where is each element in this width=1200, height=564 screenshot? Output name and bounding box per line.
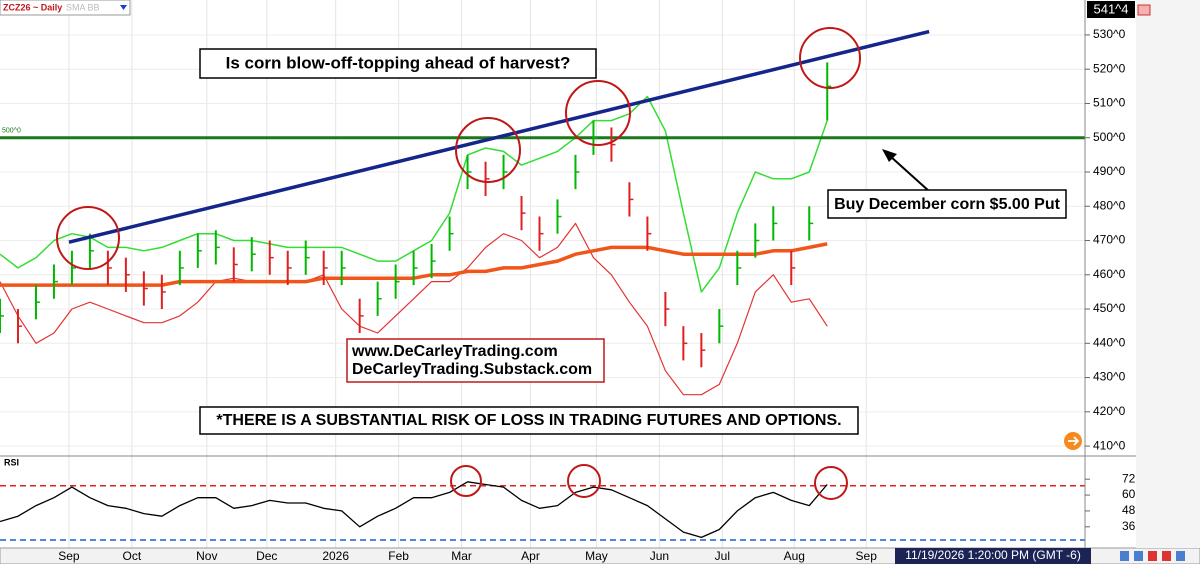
arrow-head [882,149,897,162]
trade-box [827,189,1067,219]
last-price: 541^4 [1093,1,1128,16]
timestamp: 11/19/2026 1:20:00 PM (GMT -6) [905,548,1081,562]
annotation-arrow [889,155,931,193]
trade-idea: Buy December corn $5.00 Put [834,196,1061,213]
highlights [56,27,861,500]
nav-button[interactable] [1120,551,1129,561]
x-tick-label: Apr [521,549,540,563]
y-tick-label: 450^0 [1093,301,1126,315]
scroll-icon [1068,436,1080,446]
website[interactable]: www.DeCarleyTrading.com [351,343,558,360]
right-margin [1136,0,1200,548]
nav-buttons [1120,551,1185,561]
rsi-tick-label: 48 [1122,503,1136,517]
y-tick-label: 410^0 [1093,438,1126,452]
overlay-line [0,222,828,396]
x-tick-label: Feb [388,549,409,563]
x-tick-label: Jun [650,549,669,563]
y-tick-label: 430^0 [1093,370,1126,384]
timestamp-box [895,548,1091,564]
disclaimer: *THERE IS A SUBSTANTIAL RISK OF LOSS IN … [216,412,841,429]
x-tick-label: May [585,549,608,563]
highlight-circle [450,465,482,497]
panel-icon[interactable] [1137,4,1151,16]
rsi-line [0,481,828,539]
website[interactable]: DeCarleyTrading.Substack.com [352,361,592,378]
rsi-tick-label: 72 [1122,471,1136,485]
highlight-circle [799,27,861,89]
y-tick-label: 470^0 [1093,233,1126,247]
y-tick-label: 500^0 [1093,130,1126,144]
nav-button[interactable] [1148,551,1157,561]
y-tick-label: 520^0 [1093,61,1126,75]
nav-button[interactable] [1162,551,1171,561]
highlight-circle [814,466,848,500]
rsi-tick-label: 60 [1122,487,1136,501]
y-tick-label: 480^0 [1093,198,1126,212]
title-box [199,48,597,79]
x-tick-label: Aug [784,549,805,563]
x-tick-label: Nov [196,549,217,563]
y-tick-label: 490^0 [1093,164,1126,178]
y-tick-label: 530^0 [1093,27,1126,41]
plot: 500^0 [0,0,1085,552]
last-price-box [1087,1,1135,18]
indicators[interactable]: SMA BB [66,2,100,12]
toolbar [0,0,131,16]
nav-button[interactable] [1134,551,1143,561]
highlight-circle [56,206,120,270]
x-tick-label: Jul [715,549,730,563]
rsi-label: RSI [4,457,19,467]
x-tick-label: Sep [856,549,878,563]
y-tick-label: 460^0 [1093,267,1126,281]
symbol[interactable]: ZCZ26 ~ Daily [3,2,62,12]
x-tick-label: 2026 [322,549,349,563]
y-tick-label: 510^0 [1093,96,1126,110]
highlight-circle [567,464,601,498]
disclaimer-box [199,406,859,435]
highlight-circle [565,80,631,146]
x-tick-label: Dec [256,549,277,563]
trendline [68,29,930,244]
highlight-circle [455,117,521,183]
rsi-tick-label: 36 [1122,519,1136,533]
level-label: 500^0 [2,128,21,135]
website-box [346,338,605,383]
y-tick-label: 420^0 [1093,404,1126,418]
x-tick-label: Oct [123,549,142,563]
x-tick-label: Sep [58,549,80,563]
dropdown[interactable] [120,5,127,10]
nav-button[interactable] [1176,551,1185,561]
chart-title: Is corn blow-off-topping ahead of harves… [226,53,571,72]
x-tick-label: Mar [451,549,472,563]
y-tick-label: 440^0 [1093,335,1126,349]
